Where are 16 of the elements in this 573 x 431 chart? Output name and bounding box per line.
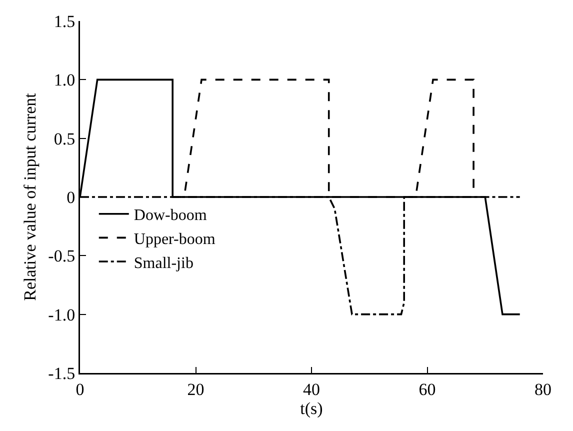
legend-label: Dow-boom [134, 207, 208, 224]
x-tick-label: 80 [534, 380, 552, 399]
y-tick-label: 1.5 [54, 12, 76, 31]
y-tick-label: 0 [66, 188, 76, 207]
y-tick-label: 1.0 [54, 70, 76, 90]
legend-label: Small-jib [134, 254, 194, 272]
y-tick-label: -1.0 [48, 305, 76, 324]
x-axis-title: t(s) [300, 399, 323, 418]
y-tick-label: -1.5 [48, 364, 76, 383]
legend-label: Upper-boom [134, 230, 216, 248]
y-tick-label: 0.5 [54, 129, 76, 148]
y-tick-label: -0.5 [48, 246, 76, 266]
y-axis-title: Relative value of input current [20, 92, 40, 301]
x-tick-label: 60 [418, 380, 436, 399]
x-tick-label: 20 [187, 380, 204, 399]
x-tick-label: 40 [303, 380, 320, 399]
